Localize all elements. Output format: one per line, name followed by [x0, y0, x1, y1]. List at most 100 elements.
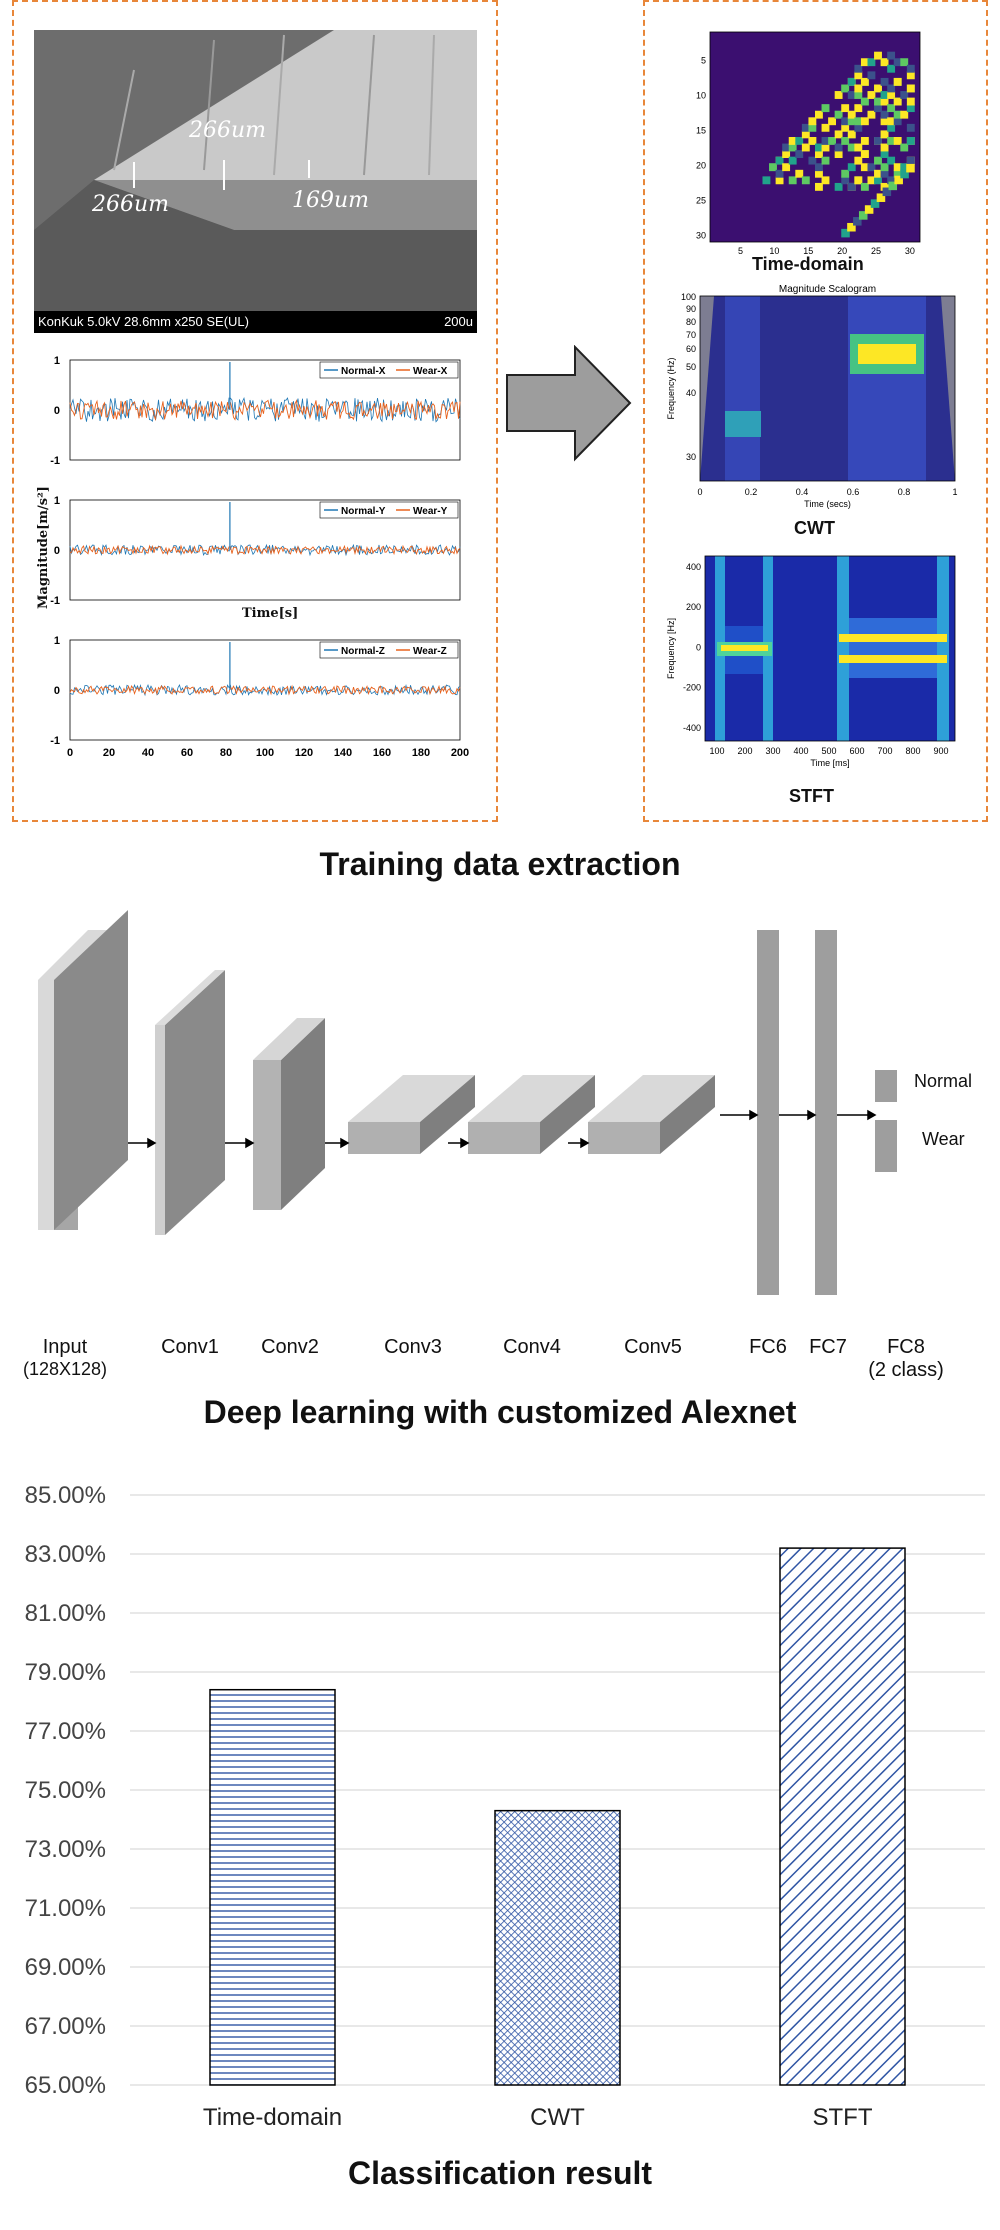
layer-label-conv1: Conv1 — [161, 1336, 219, 1358]
layer-fc8-name: FC8 — [887, 1336, 925, 1358]
td-cell — [854, 117, 863, 126]
signal-xtick: 200 — [451, 747, 469, 759]
stft-ytick: -400 — [683, 723, 701, 733]
td-cell — [853, 217, 862, 226]
x-tick-label: Time-domain — [203, 2104, 342, 2130]
td-cell — [893, 77, 902, 86]
td-cell — [775, 169, 784, 178]
td-cell — [900, 58, 909, 67]
td-cell — [854, 84, 863, 93]
td-cell — [815, 169, 823, 178]
td-cell — [864, 205, 874, 214]
td-cell — [801, 123, 810, 132]
td-cell — [788, 156, 797, 165]
x-tick-label: STFT — [813, 2104, 873, 2130]
td-cell — [880, 97, 889, 106]
td-cell — [894, 175, 903, 185]
input-layer-block — [37, 910, 128, 1232]
td-cell — [834, 130, 843, 139]
signal-panel-frame-0 — [69, 359, 461, 461]
stft-xlabel: Time [ms] — [810, 758, 849, 768]
cwt-xtick: 0.8 — [898, 487, 911, 497]
td-cell — [841, 176, 850, 185]
y-tick-label: 85.00% — [25, 1482, 106, 1509]
td-cell — [847, 77, 856, 86]
td-cell — [795, 137, 804, 145]
td-ytick: 15 — [696, 126, 706, 136]
y-tick-label: 75.00% — [25, 1777, 106, 1804]
legend-box — [319, 361, 459, 379]
y-tick-label: 65.00% — [25, 2072, 106, 2099]
td-cell — [858, 211, 868, 220]
sem-footer: KonKuk 5.0kV 28.6mm x250 SE(UL) — [38, 314, 249, 329]
td-cell — [874, 51, 882, 60]
signal-xtick: 100 — [256, 747, 274, 759]
bar-cwt — [494, 1809, 621, 2086]
td-cell — [788, 143, 797, 152]
td-xtick: 20 — [837, 246, 847, 256]
td-cell — [906, 84, 915, 93]
stft-xtick: 900 — [933, 746, 948, 756]
td-cell — [847, 143, 856, 152]
td-cell — [874, 97, 882, 106]
conv4-block — [468, 1075, 595, 1154]
td-cell — [860, 182, 869, 191]
cwt-xtick: 0 — [697, 487, 702, 497]
signal-plots: 1 0 -1 Normal-X Wear-X 1 0 -1 Normal-Y Wear-Y 1 0 -1… — [50, 355, 469, 759]
td-cell — [880, 130, 889, 139]
td-cell — [801, 130, 810, 139]
stft-xtick: 400 — [793, 746, 808, 756]
td-cell — [841, 137, 850, 145]
td-cell — [815, 163, 823, 172]
measure-label-3: 169um — [292, 188, 370, 213]
td-cell — [854, 123, 863, 132]
signal-xtick: 120 — [295, 747, 313, 759]
output-wear-label: Wear — [922, 1129, 965, 1149]
layer-input-size: (128X128) — [22, 1359, 108, 1379]
cwt-cone-right — [941, 296, 955, 481]
td-cell — [880, 169, 889, 178]
td-cell — [876, 193, 886, 202]
stft-xtick: 600 — [849, 746, 864, 756]
stft-xtick: 100 — [709, 746, 724, 756]
y-tick-label: 73.00% — [25, 1836, 106, 1863]
stft-xtick: 500 — [821, 746, 836, 756]
td-cell — [874, 137, 882, 145]
stft-ytick: 400 — [686, 562, 701, 572]
td-cell — [860, 117, 869, 126]
legend-box — [319, 641, 459, 659]
td-cell — [841, 104, 850, 113]
layer-fc8-classes: (2 class) — [868, 1359, 944, 1381]
td-cell — [854, 104, 863, 113]
cwt-title: Magnitude Scalogram — [779, 284, 876, 295]
td-cell — [874, 169, 882, 178]
training-title: Training data extraction — [319, 846, 681, 882]
network-title: Deep learning with customized Alexnet — [203, 1394, 797, 1430]
y-tick-label: 83.00% — [25, 1541, 106, 1568]
stft-ytick: -200 — [683, 683, 701, 693]
signal-ytick: 0 — [54, 545, 60, 557]
td-cell — [906, 156, 915, 165]
cwt-blob-cyan — [725, 411, 761, 437]
td-cell — [882, 187, 892, 197]
td-cell — [841, 123, 850, 132]
td-cell — [841, 117, 850, 126]
td-cell — [821, 123, 830, 132]
signal-xtick: 140 — [334, 747, 352, 759]
td-cell — [821, 143, 830, 152]
td-xtick: 5 — [738, 246, 743, 256]
y-tick-label: 77.00% — [25, 1718, 106, 1745]
stft-ytick: 200 — [686, 602, 701, 612]
td-cell — [880, 110, 889, 119]
layer-label-conv4: Conv4 — [503, 1336, 561, 1358]
cwt-xlabel: Time (secs) — [804, 499, 851, 509]
cwt-blob-yellow — [858, 344, 916, 364]
stft-band-3 — [837, 556, 849, 741]
td-cell — [906, 104, 915, 113]
td-cell — [821, 104, 830, 113]
cwt-image: Magnitude Scalogram 100 90 80 70 60 50 40 30 0 0.2… — [666, 284, 958, 509]
signal-ytick: -1 — [50, 735, 60, 747]
td-cell — [808, 156, 817, 165]
cwt-ytick: 70 — [686, 330, 696, 340]
td-cell — [775, 156, 784, 165]
